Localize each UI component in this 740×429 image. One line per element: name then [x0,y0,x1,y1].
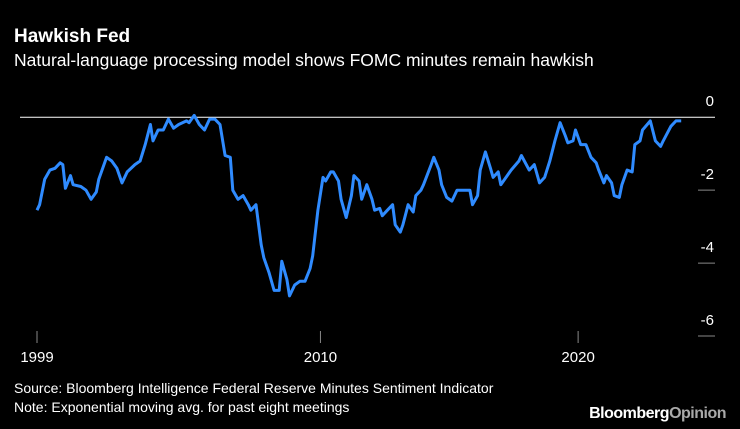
chart-title: Hawkish Fed [14,26,130,47]
x-tick-label: 1999 [20,349,53,366]
logo-brand: Bloomberg [589,405,669,422]
source: Source: Bloomberg Intelligence Federal R… [14,380,494,396]
x-tick-label: 2010 [304,349,337,366]
y-tick-label: -6 [701,312,714,329]
y-tick-label: 0 [706,93,714,110]
note: Note: Exponential moving avg. for past e… [14,399,349,415]
y-tick-label: -2 [701,166,714,183]
logo: BloombergOpinion [589,405,726,422]
logo-section: Opinion [669,405,726,422]
chart-subtitle: Natural-language processing model shows … [14,50,594,70]
line-series [35,113,682,298]
y-tick-label: -4 [701,239,714,256]
x-tick-label: 2020 [561,349,594,366]
